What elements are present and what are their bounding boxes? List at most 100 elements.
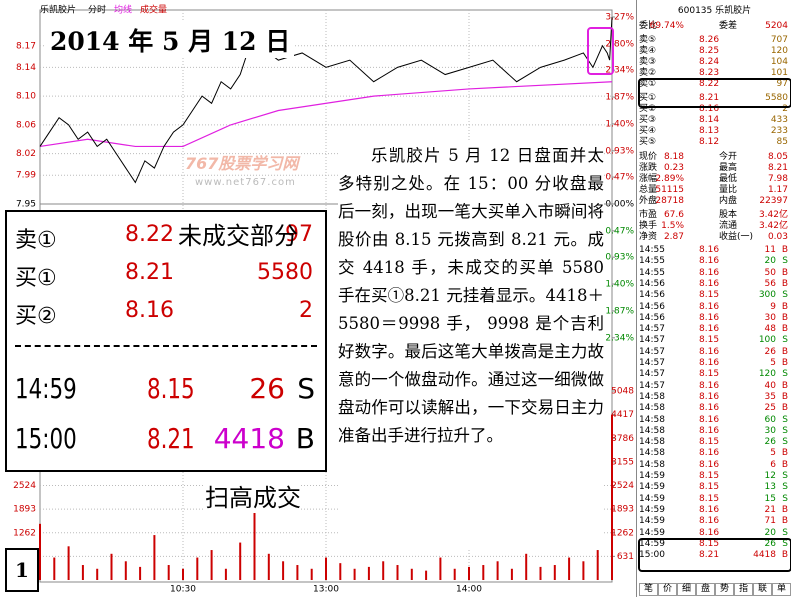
- trade-price: 8.16: [699, 527, 720, 538]
- order-price: 8.21: [125, 260, 174, 285]
- order-price: 8.16: [125, 298, 174, 323]
- trade-time: 14:55: [639, 267, 665, 278]
- volume-tick-label: 3786: [611, 434, 634, 444]
- trade-price: 8.15: [699, 482, 720, 493]
- stat-value: 8.18: [663, 152, 684, 162]
- order-volume: 104: [770, 57, 788, 67]
- trade-time: 14:58: [639, 437, 665, 448]
- trade-time: 14:59: [639, 493, 665, 504]
- stat-value: 2.87: [663, 232, 684, 242]
- trade-flag: B: [781, 459, 788, 470]
- order-side: 买③: [639, 115, 657, 125]
- sweep-label: 扫高成交: [205, 478, 301, 513]
- stat-label: 涨幅: [639, 174, 658, 184]
- trade-price: 8.16: [699, 301, 720, 312]
- trade-volume: 9: [770, 301, 776, 312]
- panel-tab[interactable]: 笔: [639, 583, 658, 596]
- ratio-value: 69.74%: [649, 21, 684, 31]
- trade-price: 8.21: [699, 550, 720, 561]
- trade-time: 14:56: [639, 301, 665, 312]
- volume-tick-label: 3155: [611, 457, 634, 467]
- stat-value: 51115: [655, 185, 684, 195]
- order-price: 8.22: [125, 222, 174, 247]
- stat-label: 今开: [719, 152, 738, 162]
- pct-tick-label: 3.27%: [605, 13, 634, 23]
- panel-tab[interactable]: 单: [772, 583, 791, 596]
- order-volume: 120: [770, 46, 788, 56]
- stat-value: 1.5%: [661, 221, 684, 231]
- page-number: 1: [5, 548, 39, 592]
- trade-flag: B: [781, 380, 788, 391]
- trade-price: 8.16: [699, 380, 720, 391]
- volume-tick-label: 1893: [611, 505, 634, 515]
- price-line: [39, 16, 613, 184]
- separator: [15, 345, 317, 347]
- trade-volume: 30: [764, 312, 776, 323]
- order-side: 卖④: [639, 46, 657, 56]
- trade-volume: 25: [764, 403, 776, 414]
- trade-flag: B: [781, 346, 788, 357]
- panel-tab[interactable]: 细: [677, 583, 696, 596]
- stat-label: 外盘: [639, 196, 658, 206]
- stat-value: 3.42亿: [758, 210, 788, 220]
- trade-price: 8.15: [699, 335, 720, 346]
- trade-time: 14:56: [639, 278, 665, 289]
- trade-time: 14:59: [639, 504, 665, 515]
- panel-tab[interactable]: 指: [734, 583, 753, 596]
- watermark-url: www.net767.com: [195, 177, 296, 188]
- volume-tick-label: 2524: [13, 481, 36, 491]
- stat-label: 最高: [719, 163, 738, 173]
- trade-volume: 11: [764, 245, 776, 255]
- price-tick-label: 8.17: [16, 41, 36, 51]
- trade-volume: 300: [758, 290, 776, 301]
- panel-tab[interactable]: 价: [658, 583, 677, 596]
- trade-time: 14:57: [639, 358, 665, 368]
- stat-label: 最低: [719, 174, 738, 184]
- trade-flag: B: [781, 516, 788, 527]
- trade-volume: 56: [764, 278, 776, 289]
- stat-value: 8.21: [767, 163, 788, 173]
- trade-volume: 12: [764, 471, 776, 481]
- order-side: 卖⑤: [639, 35, 657, 45]
- stat-value: 2.89%: [655, 174, 684, 184]
- trade-price: 8.16: [699, 358, 720, 368]
- order-side: 买②: [639, 104, 657, 114]
- trade-flag: S: [782, 290, 788, 301]
- stat-value: 8.05: [767, 152, 788, 162]
- trade-price: 8.16: [699, 425, 720, 436]
- trade-time: 14:59: [639, 471, 665, 481]
- stat-value: 7.98: [767, 174, 788, 184]
- price-tick-label: 8.10: [16, 92, 36, 102]
- panel-tab[interactable]: 联: [753, 583, 772, 596]
- trade-flag: B: [781, 403, 788, 414]
- stat-label: 量比: [719, 185, 738, 195]
- volume-tick-label: 1893: [13, 505, 36, 515]
- pct-tick-label: 0.93%: [605, 146, 634, 156]
- stat-value: 1.17: [767, 185, 788, 195]
- trade-time: 14:59: [15, 372, 77, 405]
- trade-volume: 6: [770, 459, 776, 470]
- trade-flag: B: [781, 267, 788, 278]
- trade-time: 14:59: [639, 482, 665, 493]
- trade-flag: B: [781, 358, 788, 368]
- trade-volume: 71: [764, 516, 776, 527]
- note: 乐凯胶片 5 月 12 日盘面并太多特别之处。在 15：00 分收盘最后一刻，出…: [338, 142, 604, 550]
- trade-flag: B: [781, 312, 788, 323]
- pct-tick-label: 0.00%: [605, 200, 634, 210]
- trade-volume: 4418: [213, 422, 285, 455]
- panel-tab[interactable]: 盘: [696, 583, 715, 596]
- panel-header: 600135 乐凯胶片: [677, 6, 752, 16]
- trade-flag: B: [781, 504, 788, 515]
- price-tick-label: 8.02: [16, 149, 36, 159]
- pct-tick-label: 2.34%: [605, 333, 634, 343]
- trade-price: 8.16: [699, 267, 720, 278]
- panel-tab[interactable]: 势: [715, 583, 734, 596]
- pending-label: 未成交部分: [178, 222, 298, 250]
- trade-price: 8.15: [147, 372, 195, 405]
- stat-label: 内盘: [719, 196, 738, 206]
- order-volume: 101: [770, 68, 788, 78]
- trade-flag: B: [781, 245, 788, 255]
- stat-value: 0.03: [767, 232, 788, 242]
- volume-tick-label: 5048: [611, 387, 634, 397]
- trade-volume: 20: [764, 527, 776, 538]
